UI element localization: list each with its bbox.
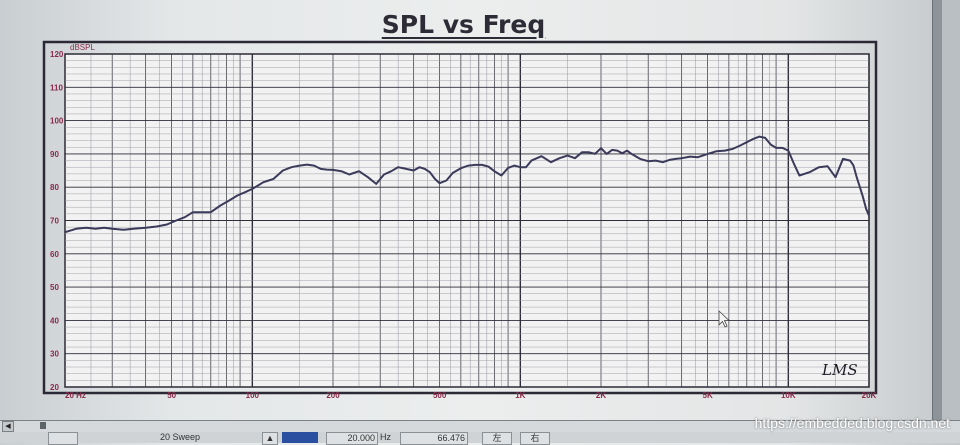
lms-annotation: LMS [821,361,858,379]
x-tick-label: 100 [246,391,260,400]
x-tick-label: 20K [862,391,877,400]
spin-up-icon[interactable]: ▲ [262,432,278,445]
chart-title: SPL vs Freq [381,10,546,39]
x-tick-label: 20 Hz [65,391,86,400]
status-sweep: 20 Sweep [160,432,201,442]
y-tick-label: 30 [50,350,59,359]
y-axis-ticks: 20 30 40 50 60 70 80 90 100 110 120 [50,50,64,392]
window-border [932,0,943,420]
scroll-thumb[interactable] [40,422,46,429]
y-tick-label: 50 [50,283,59,292]
y-tick-label: 20 [50,383,59,392]
window-border-outer [942,0,960,420]
x-tick-label: 2K [596,391,606,400]
status-frequency-unit: Hz [380,432,391,442]
y-tick-label: 60 [50,250,59,259]
x-tick-label: 1K [515,391,525,400]
status-level: 66.476 [400,432,468,445]
scroll-left-icon[interactable]: ◀ [2,421,14,432]
status-left[interactable]: 左 [482,432,512,445]
spl-chart: 20 30 40 50 60 70 80 90 100 110 120 20 Hz 50 100 200 5… [42,40,878,400]
status-progress [282,432,318,443]
x-tick-label: 10K [781,391,796,400]
watermark-text: https://embedded.blog.csdn.net [754,415,950,431]
status-bar: 20 Sweep ▲ 20.000 Hz 66.476 左 右 [0,432,960,445]
y-axis-label: dBSPL [70,43,95,52]
mouse-cursor-icon [718,310,731,328]
grid-lines [64,53,870,388]
x-tick-label: 200 [326,391,340,400]
y-tick-label: 110 [50,83,63,92]
y-tick-label: 90 [50,150,59,159]
y-tick-label: 100 [50,117,64,126]
plot-outer-frame [42,40,878,395]
status-field-empty [48,432,78,445]
y-tick-label: 70 [50,217,59,226]
x-tick-label: 50 [167,391,176,400]
y-tick-label: 80 [50,183,59,192]
y-tick-label: 40 [50,316,59,325]
series-group [64,135,870,234]
status-frequency: 20.000 [326,432,378,445]
horizontal-scrollbar[interactable] [0,420,960,432]
x-tick-label: 500 [433,391,447,400]
spl-curve-line [64,135,870,234]
y-tick-label: 120 [50,50,64,59]
x-tick-label: 5K [703,391,713,400]
status-right[interactable]: 右 [520,432,550,445]
x-axis-ticks: 20 Hz 50 100 200 500 1K 2K 5K 10K 20K [65,391,877,400]
